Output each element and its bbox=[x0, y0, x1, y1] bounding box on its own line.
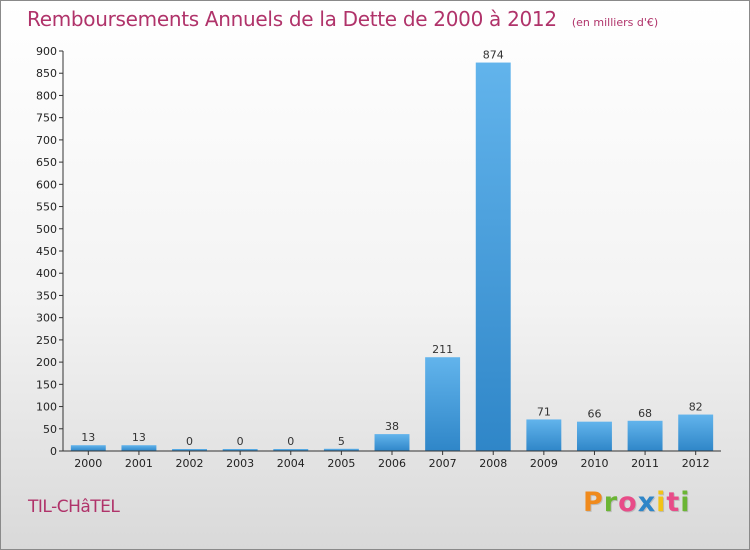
bar-2002 bbox=[172, 449, 208, 451]
y-tick-label: 850 bbox=[36, 67, 57, 80]
proxiti-logo: Proxiti bbox=[583, 487, 691, 518]
logo-letter: i bbox=[680, 487, 691, 518]
bar-2001 bbox=[121, 445, 157, 451]
bar-2007 bbox=[425, 357, 461, 451]
logo-letter: t bbox=[666, 487, 681, 518]
y-tick-label: 700 bbox=[36, 134, 57, 147]
x-tick-label-2007: 2007 bbox=[429, 457, 457, 470]
y-tick-label: 100 bbox=[36, 401, 57, 414]
x-tick-label-2002: 2002 bbox=[176, 457, 204, 470]
title-row: Remboursements Annuels de la Dette de 20… bbox=[27, 7, 658, 31]
y-tick-label: 150 bbox=[36, 378, 57, 391]
y-axis-ticks: 0 50 100 150 200 250 300 350 400 450 500 550 600 650 7… bbox=[36, 45, 63, 458]
y-tick-label: 50 bbox=[43, 423, 57, 436]
y-tick-label: 600 bbox=[36, 178, 57, 191]
data-label-2003: 0 bbox=[237, 435, 244, 448]
data-label-2000: 13 bbox=[81, 431, 95, 444]
x-tick-label-2001: 2001 bbox=[125, 457, 153, 470]
y-tick-label: 0 bbox=[50, 445, 57, 458]
y-tick-label: 650 bbox=[36, 156, 57, 169]
logo-letter: r bbox=[603, 487, 619, 518]
y-tick-label: 300 bbox=[36, 312, 57, 325]
x-tick-label-2008: 2008 bbox=[479, 457, 507, 470]
data-labels: 13 13 0 0 0 5 38 211 874 71 66 68 82 bbox=[81, 49, 702, 448]
data-label-2008: 874 bbox=[483, 49, 504, 62]
data-label-2007: 211 bbox=[432, 343, 453, 356]
bar-2011 bbox=[627, 420, 663, 451]
bar-2005 bbox=[323, 448, 359, 451]
bar-2003 bbox=[222, 449, 258, 451]
y-tick-label: 800 bbox=[36, 89, 57, 102]
x-tick-label-2006: 2006 bbox=[378, 457, 406, 470]
y-tick-label: 400 bbox=[36, 267, 57, 280]
data-label-2005: 5 bbox=[338, 435, 345, 448]
y-tick-label: 750 bbox=[36, 112, 57, 125]
chart-title: Remboursements Annuels de la Dette de 20… bbox=[27, 7, 557, 31]
commune-name: TIL-CHâTEL bbox=[28, 497, 120, 517]
data-label-2002: 0 bbox=[186, 435, 193, 448]
y-tick-label: 450 bbox=[36, 245, 57, 258]
x-tick-label-2004: 2004 bbox=[277, 457, 305, 470]
y-tick-label: 550 bbox=[36, 201, 57, 214]
logo-letter: P bbox=[583, 487, 604, 518]
x-tick-label-2010: 2010 bbox=[580, 457, 608, 470]
bar-2012 bbox=[678, 414, 714, 451]
bar-2009 bbox=[526, 419, 562, 451]
x-axis-ticks: 2000 2001 2002 2003 2004 2005 2006 2007 2008 2009… bbox=[74, 451, 710, 470]
data-label-2006: 38 bbox=[385, 420, 399, 433]
logo-letter: x bbox=[637, 487, 657, 518]
x-tick-label-2000: 2000 bbox=[74, 457, 102, 470]
data-label-2010: 66 bbox=[587, 408, 601, 421]
bars bbox=[70, 62, 714, 452]
x-tick-label-2003: 2003 bbox=[226, 457, 254, 470]
data-label-2011: 68 bbox=[638, 407, 652, 420]
y-tick-label: 500 bbox=[36, 223, 57, 236]
data-label-2012: 82 bbox=[689, 401, 703, 414]
chart-unit: (en milliers d'€) bbox=[571, 16, 659, 29]
y-tick-label: 200 bbox=[36, 356, 57, 369]
logo-letter: i bbox=[656, 487, 667, 518]
x-tick-label-2012: 2012 bbox=[682, 457, 710, 470]
x-tick-label-2011: 2011 bbox=[631, 457, 659, 470]
bar-2010 bbox=[576, 421, 612, 451]
data-label-2004: 0 bbox=[287, 435, 294, 448]
x-tick-label-2009: 2009 bbox=[530, 457, 558, 470]
y-tick-label: 900 bbox=[36, 45, 57, 58]
bar-2000 bbox=[70, 445, 106, 451]
logo-letter: o bbox=[618, 487, 638, 518]
bar-2006 bbox=[374, 434, 410, 451]
x-tick-label-2005: 2005 bbox=[327, 457, 355, 470]
data-label-2009: 71 bbox=[537, 405, 551, 418]
y-tick-label: 350 bbox=[36, 289, 57, 302]
data-label-2001: 13 bbox=[132, 431, 146, 444]
y-tick-label: 250 bbox=[36, 334, 57, 347]
bar-2008 bbox=[475, 62, 511, 452]
bar-2004 bbox=[273, 449, 309, 451]
